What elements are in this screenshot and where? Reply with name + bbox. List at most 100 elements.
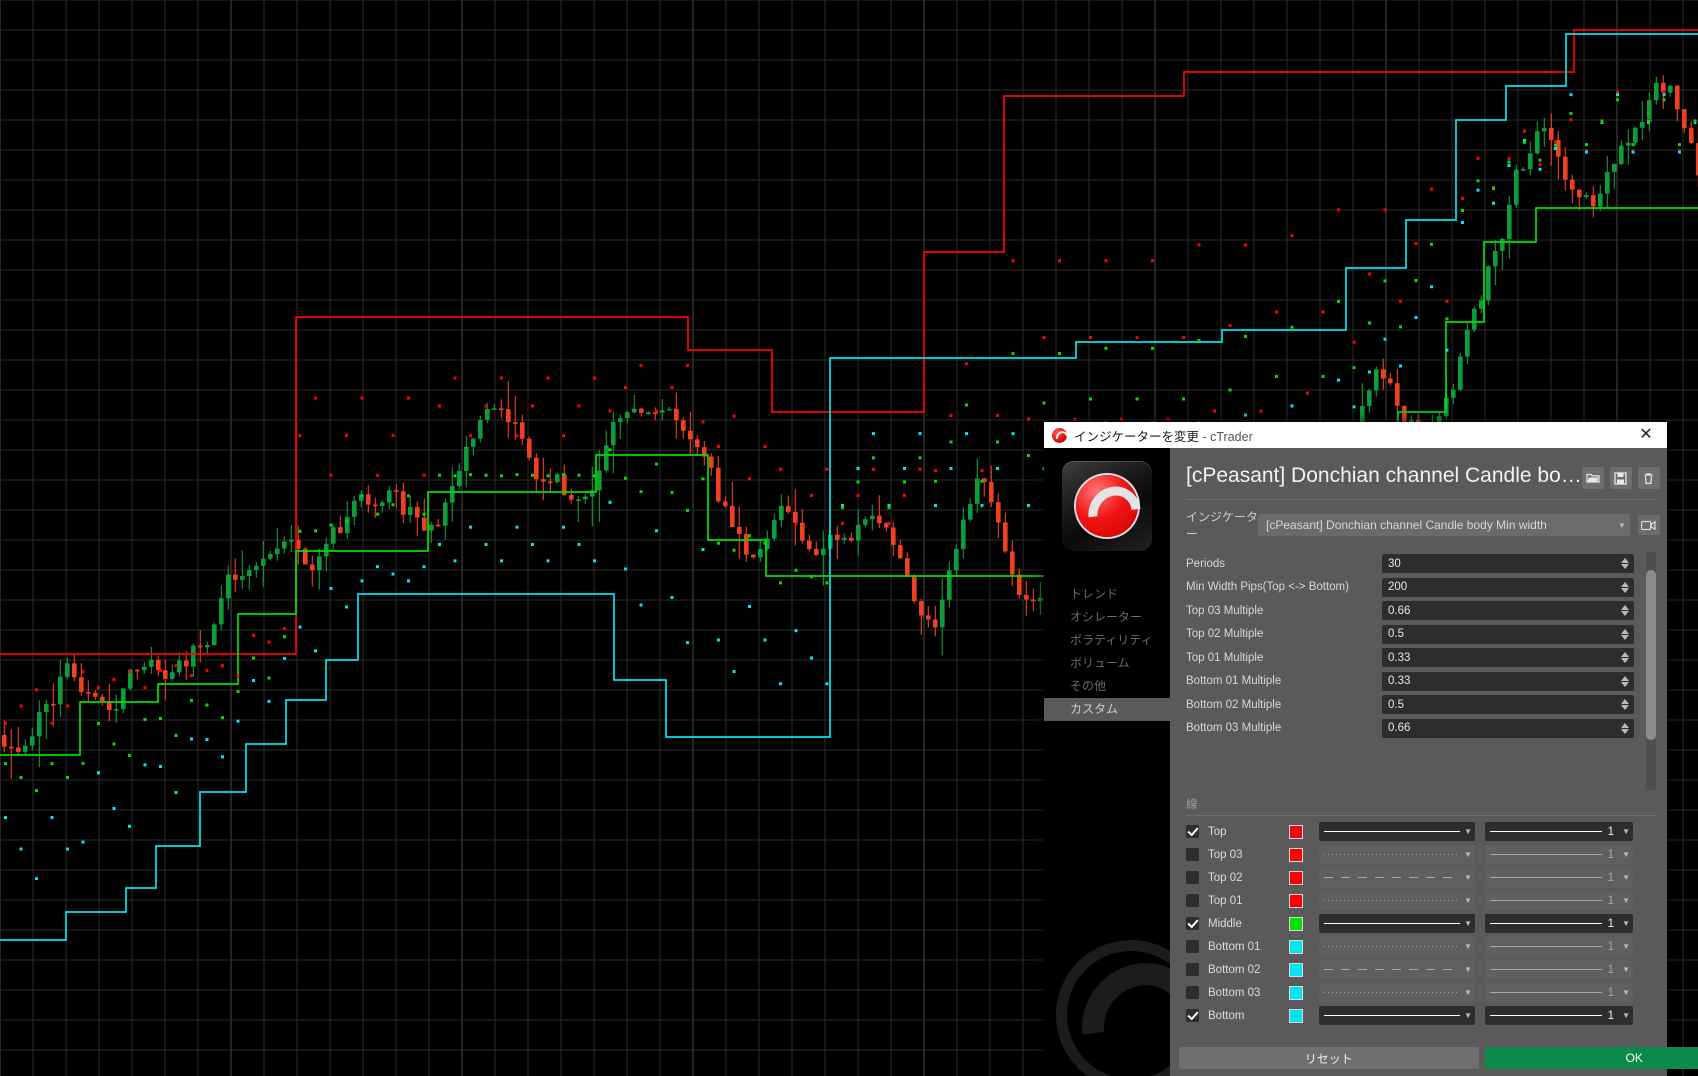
indicator-label: インジケーター	[1186, 510, 1259, 541]
sidebar-item-3[interactable]: ボリューム	[1070, 656, 1130, 670]
parameter-label: Bottom 01 Multiple	[1186, 675, 1282, 688]
line-width-dropdown[interactable]: 1 ▼	[1485, 868, 1633, 887]
parameter-input[interactable]: 0.66	[1382, 601, 1634, 621]
line-checkbox[interactable]	[1186, 894, 1199, 907]
line-width-value: 1	[1607, 848, 1615, 861]
parameter-value: 200	[1388, 581, 1408, 594]
line-width-preview	[1490, 854, 1602, 855]
delete-icon[interactable]	[1637, 467, 1660, 489]
sidebar-item-0[interactable]: トレンド	[1070, 587, 1119, 601]
chevron-down-icon: ▼	[1622, 896, 1630, 905]
line-width-dropdown[interactable]: 1 ▼	[1485, 914, 1633, 933]
line-label: Top 01	[1208, 894, 1243, 907]
parameter-input[interactable]: 0.5	[1382, 695, 1634, 715]
line-checkbox[interactable]	[1186, 848, 1199, 861]
close-icon[interactable]: ✕	[1639, 426, 1653, 443]
line-color-swatch[interactable]	[1289, 916, 1303, 931]
line-style-dropdown[interactable]: ▼	[1319, 868, 1475, 887]
line-width-dropdown[interactable]: 1 ▼	[1485, 937, 1633, 956]
parameter-input[interactable]: 200	[1382, 577, 1634, 597]
line-style-dropdown[interactable]: ▼	[1319, 914, 1475, 933]
spinner-stepper[interactable]	[1620, 605, 1632, 617]
line-color-swatch[interactable]	[1289, 893, 1303, 908]
indicator-dropdown[interactable]: [cPeasant] Donchian channel Candle body …	[1258, 514, 1630, 536]
parameter-value: 0.66	[1388, 604, 1411, 617]
line-style-dropdown[interactable]: ▼	[1319, 822, 1475, 841]
line-checkbox[interactable]	[1186, 940, 1199, 953]
line-checkbox[interactable]	[1186, 986, 1199, 999]
parameter-value: 0.66	[1388, 722, 1411, 735]
dialog-titlebar[interactable]: インジケーターを変更 - cTrader ✕	[1044, 422, 1667, 448]
parameter-row: Bottom 01 Multiple 0.33	[1186, 670, 1670, 694]
line-width-dropdown[interactable]: 1 ▼	[1485, 891, 1633, 910]
line-width-dropdown[interactable]: 1 ▼	[1485, 1006, 1633, 1025]
line-checkbox[interactable]	[1186, 825, 1199, 838]
line-width-value: 1	[1607, 940, 1615, 953]
line-color-swatch[interactable]	[1289, 985, 1303, 1000]
line-label: Middle	[1208, 917, 1242, 930]
line-style-dropdown[interactable]: ▼	[1319, 1006, 1475, 1025]
line-style-preview	[1324, 969, 1461, 970]
line-width-dropdown[interactable]: 1 ▼	[1485, 983, 1633, 1002]
line-color-swatch[interactable]	[1289, 939, 1303, 954]
ctrader-logo-icon	[1062, 461, 1152, 551]
parameter-input[interactable]: 0.5	[1382, 624, 1634, 644]
chevron-down-icon: ▼	[1622, 850, 1630, 859]
parameter-input[interactable]: 0.33	[1382, 671, 1634, 691]
line-checkbox[interactable]	[1186, 1009, 1199, 1022]
spinner-stepper[interactable]	[1620, 675, 1632, 687]
line-style-dropdown[interactable]: ▼	[1319, 960, 1475, 979]
scrollbar-thumb[interactable]	[1645, 570, 1656, 740]
chevron-down-icon: ▼	[1622, 1011, 1630, 1020]
camera-icon[interactable]	[1637, 515, 1660, 535]
sidebar-item-4[interactable]: その他	[1070, 679, 1107, 693]
line-width-dropdown[interactable]: 1 ▼	[1485, 960, 1633, 979]
reset-button[interactable]: リセット	[1179, 1047, 1479, 1069]
dialog-title-main: インジケーターを変更	[1074, 429, 1200, 444]
spinner-stepper[interactable]	[1620, 722, 1632, 734]
line-style-dropdown[interactable]: ▼	[1319, 937, 1475, 956]
line-width-dropdown[interactable]: 1 ▼	[1485, 845, 1633, 864]
ok-button[interactable]: OK	[1484, 1047, 1698, 1069]
line-color-swatch[interactable]	[1289, 824, 1303, 839]
line-color-swatch[interactable]	[1289, 1008, 1303, 1023]
dialog-sidebar: トレンドオシレーター ボラティリティ ボリュームその他カスタム	[1044, 448, 1170, 1076]
chevron-down-icon: ▼	[1464, 988, 1472, 997]
spinner-stepper[interactable]	[1620, 558, 1632, 570]
parameters-scrollbar[interactable]	[1645, 552, 1656, 790]
parameter-input[interactable]: 0.33	[1382, 648, 1634, 668]
line-color-swatch[interactable]	[1289, 847, 1303, 862]
line-label: Top 03	[1208, 848, 1243, 861]
chevron-down-icon: ▼	[1464, 896, 1472, 905]
parameter-input[interactable]: 0.66	[1382, 718, 1634, 738]
sidebar-item-1[interactable]: オシレーター	[1070, 610, 1143, 624]
spinner-stepper[interactable]	[1620, 628, 1632, 640]
indicator-title: [cPeasant] Donchian channel Candle bo…	[1186, 464, 1582, 487]
dialog-title: インジケーターを変更 - cTrader	[1074, 426, 1629, 445]
line-width-dropdown[interactable]: 1 ▼	[1485, 822, 1633, 841]
open-folder-icon[interactable]	[1581, 467, 1604, 489]
line-style-preview	[1324, 946, 1461, 947]
sidebar-item-2[interactable]: ボラティリティ	[1070, 633, 1153, 647]
spinner-stepper[interactable]	[1620, 581, 1632, 593]
spinner-stepper[interactable]	[1620, 699, 1632, 711]
parameter-label: Min Width Pips(Top <-> Bottom)	[1186, 581, 1349, 594]
sidebar-item-5[interactable]: カスタム	[1044, 698, 1170, 721]
parameter-row: Top 02 Multiple 0.5	[1186, 623, 1670, 647]
chevron-down-icon: ▼	[1622, 873, 1630, 882]
parameter-value: 0.33	[1388, 651, 1411, 664]
line-style-dropdown[interactable]: ▼	[1319, 891, 1475, 910]
line-checkbox[interactable]	[1186, 963, 1199, 976]
dialog-main: [cPeasant] Donchian channel Candle bo…	[1170, 448, 1698, 1076]
save-icon[interactable]	[1609, 467, 1632, 489]
chevron-down-icon: ▼	[1464, 942, 1472, 951]
line-color-swatch[interactable]	[1289, 870, 1303, 885]
spinner-stepper[interactable]	[1620, 652, 1632, 664]
line-style-dropdown[interactable]: ▼	[1319, 983, 1475, 1002]
line-checkbox[interactable]	[1186, 917, 1199, 930]
line-color-swatch[interactable]	[1289, 962, 1303, 977]
line-checkbox[interactable]	[1186, 871, 1199, 884]
line-style-dropdown[interactable]: ▼	[1319, 845, 1475, 864]
parameter-input[interactable]: 30	[1382, 554, 1634, 574]
line-style-preview	[1324, 854, 1461, 855]
